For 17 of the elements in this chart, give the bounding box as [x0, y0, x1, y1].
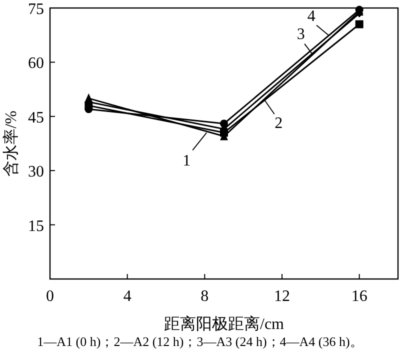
y-tick-label: 75: [28, 1, 44, 18]
y-tick-label: 30: [28, 164, 44, 181]
x-tick-label: 4: [123, 288, 132, 305]
annotation: 4: [307, 8, 316, 26]
y-tick-label: 15: [28, 218, 44, 235]
annotation: 3: [296, 26, 305, 43]
x-tick-label: 12: [274, 288, 290, 305]
x-tick-label: 8: [200, 288, 209, 305]
x-tick-label: 16: [351, 288, 368, 305]
y-tick-label: 60: [28, 55, 44, 72]
y-tick-label: 45: [28, 109, 44, 126]
y-axis-title: 含水率/%: [2, 110, 20, 176]
x-axis-title: 距离阳极距离/cm: [164, 315, 285, 333]
text: 1—A1 (0 h)；2—A2 (12 h)；3—A3 (24 h)；4—A4 (36 h)。: [37, 334, 363, 349]
annotation: 1: [182, 152, 191, 170]
x-tick-label: 0: [46, 288, 54, 305]
annotation: 2: [274, 115, 283, 132]
